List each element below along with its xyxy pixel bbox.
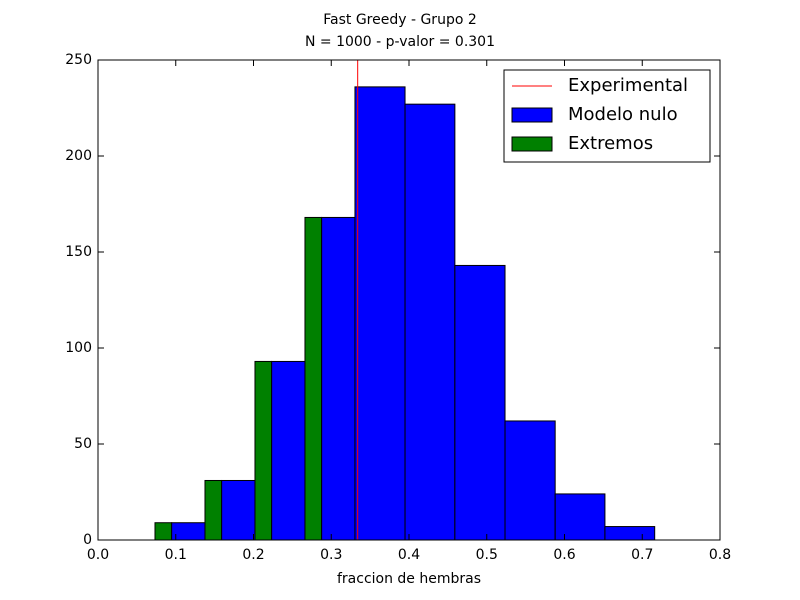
bar bbox=[554, 493, 606, 541]
bar bbox=[154, 522, 173, 541]
bar bbox=[454, 264, 506, 541]
legend-label: Extremos bbox=[568, 133, 653, 154]
y-tick-label: 0 bbox=[83, 532, 92, 548]
bar bbox=[171, 522, 206, 541]
x-tick-label: 0.1 bbox=[165, 547, 187, 563]
legend-swatch bbox=[511, 136, 553, 152]
chart-title: Fast Greedy - Grupo 2 bbox=[323, 12, 477, 28]
bar bbox=[604, 526, 656, 541]
bar bbox=[271, 360, 306, 541]
y-tick-label: 250 bbox=[65, 52, 92, 68]
legend-label: Modelo nulo bbox=[568, 104, 678, 125]
bar bbox=[304, 216, 323, 541]
x-tick-label: 0.6 bbox=[553, 547, 575, 563]
x-axis-label: fraccion de hembras bbox=[337, 571, 481, 587]
y-tick-label: 200 bbox=[65, 148, 92, 164]
y-tick-label: 50 bbox=[74, 436, 92, 452]
y-tick-label: 100 bbox=[65, 340, 92, 356]
x-tick-label: 0.2 bbox=[242, 547, 264, 563]
bar bbox=[504, 420, 556, 541]
bar bbox=[221, 479, 256, 541]
x-tick-label: 0.4 bbox=[398, 547, 420, 563]
x-tick-label: 0.5 bbox=[476, 547, 498, 563]
bar bbox=[354, 86, 406, 541]
chart-subtitle: N = 1000 - p-valor = 0.301 bbox=[305, 34, 495, 50]
y-tick-label: 150 bbox=[65, 244, 92, 260]
x-tick-label: 0.8 bbox=[709, 547, 731, 563]
bar bbox=[404, 103, 456, 541]
bar bbox=[254, 360, 273, 541]
x-tick-label: 0.3 bbox=[320, 547, 342, 563]
bar bbox=[204, 479, 223, 541]
x-tick-label: 0.0 bbox=[87, 547, 109, 563]
legend-swatch bbox=[511, 107, 553, 123]
x-tick-label: 0.7 bbox=[631, 547, 653, 563]
legend-label: Experimental bbox=[568, 75, 688, 96]
bar bbox=[321, 216, 356, 541]
